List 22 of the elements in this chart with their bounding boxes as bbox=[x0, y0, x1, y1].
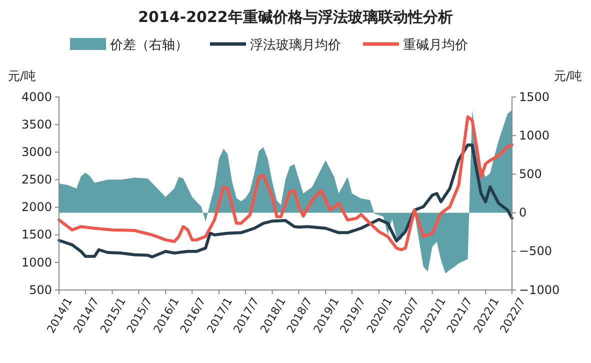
y-tick-label: 1000 bbox=[21, 255, 52, 270]
legend-label: 浮法玻璃月均价 bbox=[250, 38, 341, 53]
y-tick-label: 1500 bbox=[21, 228, 52, 242]
legend-label: 价差（右轴） bbox=[109, 38, 188, 53]
y-tick-label: 3000 bbox=[21, 144, 52, 159]
y2-tick-label: 0 bbox=[519, 206, 527, 220]
legend-label: 重碱月均价 bbox=[403, 38, 468, 53]
y2-tick-label: 1000 bbox=[519, 128, 550, 142]
y-axis-title: 元/吨 bbox=[8, 69, 36, 83]
chart-title: 2014-2022年重碱价格与浮法玻璃联动性分析 bbox=[138, 8, 453, 26]
y-tick-label: 2000 bbox=[21, 200, 52, 214]
y2-tick-label: 1500 bbox=[519, 90, 550, 104]
y2-tick-label: 500 bbox=[519, 167, 542, 182]
y-tick-label: 3500 bbox=[21, 117, 52, 132]
y-tick-label: 500 bbox=[29, 282, 52, 297]
line-series bbox=[58, 143, 514, 258]
y2-axis-title: 元/吨 bbox=[554, 69, 582, 83]
y2-tick-label: −1000 bbox=[519, 282, 560, 297]
y-tick-label: 4000 bbox=[21, 90, 52, 104]
y2-tick-label: −500 bbox=[519, 244, 552, 258]
line-series bbox=[58, 115, 514, 252]
y-tick-label: 2500 bbox=[21, 172, 52, 187]
